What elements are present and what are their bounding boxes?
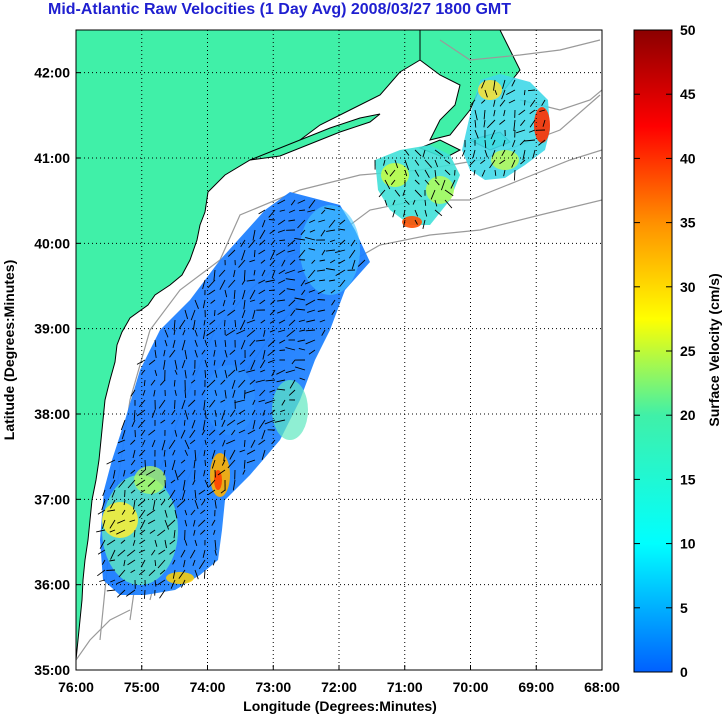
colorbar-tick-label: 5: [680, 600, 688, 616]
x-tick-label: 70:00: [453, 679, 489, 695]
y-tick-label: 35:00: [34, 662, 70, 678]
x-tick-label: 72:00: [321, 679, 357, 695]
y-tick-label: 37:00: [34, 491, 70, 507]
colorbar-tick-label: 40: [680, 150, 696, 166]
y-tick-label: 39:00: [34, 321, 70, 337]
land-mass: [76, 30, 421, 661]
y-tick-label: 38:00: [34, 406, 70, 422]
colorbar-tick-label: 15: [680, 471, 696, 487]
colorbar-tick-label: 10: [680, 536, 696, 552]
y-tick-label: 36:00: [34, 577, 70, 593]
colorbar-tick-label: 45: [680, 86, 696, 102]
colorbar-tick-label: 25: [680, 343, 696, 359]
colorbar-tick-label: 50: [680, 22, 696, 38]
colorbar-tick-label: 0: [680, 664, 688, 680]
x-tick-label: 71:00: [387, 679, 423, 695]
x-tick-label: 74:00: [190, 679, 226, 695]
map-title: Mid-Atlantic Raw Velocities (1 Day Avg) …: [48, 1, 511, 18]
x-tick-label: 69:00: [518, 679, 554, 695]
y-tick-label: 40:00: [34, 235, 70, 251]
y-axis-label: Latitude (Degrees:Minutes): [1, 260, 17, 440]
y-tick-label: 41:00: [34, 150, 70, 166]
y-axis-ticks: 35:00 36:00 37:00 38:00 39:00 40:00 41:00 42:00: [34, 65, 81, 678]
colorbar-tick-label: 35: [680, 215, 696, 231]
colorbar: [633, 29, 673, 673]
velocity-vectors: [96, 79, 546, 599]
x-axis-ticks: 76:00 75:00 74:00 73:00 72:00 71:00 70:00 69:00…: [58, 665, 620, 695]
grid-lines: [76, 30, 602, 670]
x-axis-label: Longitude (Degrees:Minutes): [243, 698, 437, 714]
y-tick-label: 42:00: [34, 65, 70, 81]
colorbar-tick-label: 30: [680, 279, 696, 295]
colorbar-tick-label: 20: [680, 407, 696, 423]
x-tick-label: 73:00: [255, 679, 291, 695]
colorbar-ticks: 0 5 10 15 20 25 30 35 40 45 50: [634, 22, 696, 680]
x-tick-label: 75:00: [124, 679, 160, 695]
x-tick-label: 76:00: [58, 679, 94, 695]
long-island: [249, 113, 381, 161]
x-tick-label: 68:00: [584, 679, 620, 695]
colorbar-label: Surface Velocity (cm/s): [706, 273, 722, 426]
